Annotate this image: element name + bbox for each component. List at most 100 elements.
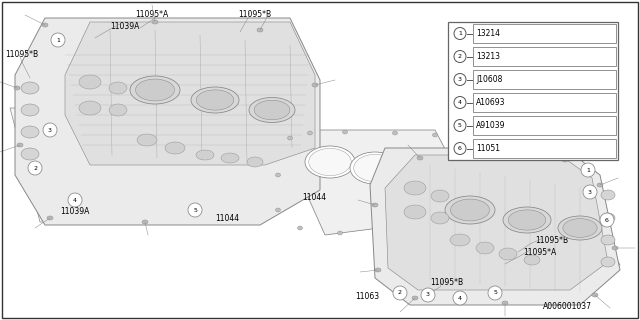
Ellipse shape <box>249 98 295 123</box>
Text: 5: 5 <box>458 123 462 128</box>
Ellipse shape <box>254 100 290 120</box>
Ellipse shape <box>601 235 615 245</box>
Ellipse shape <box>79 75 101 89</box>
Ellipse shape <box>21 148 39 160</box>
Polygon shape <box>400 175 620 298</box>
Ellipse shape <box>431 190 449 202</box>
Ellipse shape <box>191 87 239 113</box>
Ellipse shape <box>165 142 185 154</box>
Ellipse shape <box>476 242 494 254</box>
Text: 2: 2 <box>398 291 402 295</box>
Ellipse shape <box>307 131 312 135</box>
Bar <box>473 116 616 135</box>
Ellipse shape <box>612 246 618 250</box>
Ellipse shape <box>458 206 463 210</box>
Ellipse shape <box>503 207 551 233</box>
Ellipse shape <box>558 216 602 240</box>
Ellipse shape <box>257 28 263 32</box>
Text: 11044: 11044 <box>302 193 326 202</box>
Text: 2: 2 <box>33 165 37 171</box>
Ellipse shape <box>47 216 53 220</box>
Text: 11095*A: 11095*A <box>523 248 556 257</box>
Circle shape <box>421 288 435 302</box>
Ellipse shape <box>502 301 508 305</box>
Ellipse shape <box>417 156 423 160</box>
Ellipse shape <box>399 160 440 186</box>
Circle shape <box>454 142 466 155</box>
Circle shape <box>43 123 57 137</box>
Ellipse shape <box>507 150 513 154</box>
Circle shape <box>454 97 466 108</box>
Circle shape <box>581 163 595 177</box>
Ellipse shape <box>404 205 426 219</box>
Ellipse shape <box>465 183 470 187</box>
Circle shape <box>454 51 466 62</box>
Circle shape <box>488 286 502 300</box>
Ellipse shape <box>375 268 381 272</box>
Ellipse shape <box>21 126 39 138</box>
Ellipse shape <box>221 153 239 163</box>
Ellipse shape <box>392 230 397 234</box>
Text: A006001037: A006001037 <box>543 302 592 311</box>
Ellipse shape <box>342 130 348 134</box>
Polygon shape <box>10 108 225 222</box>
Text: 11095*B: 11095*B <box>535 236 568 245</box>
Text: A10693: A10693 <box>476 98 506 107</box>
Ellipse shape <box>42 23 48 27</box>
Text: 2: 2 <box>458 54 462 59</box>
Ellipse shape <box>298 226 303 230</box>
Ellipse shape <box>14 86 20 90</box>
Ellipse shape <box>431 212 449 224</box>
Ellipse shape <box>450 234 470 246</box>
Text: 6: 6 <box>458 146 462 151</box>
Ellipse shape <box>312 83 318 87</box>
Circle shape <box>583 185 597 199</box>
Text: 11039A: 11039A <box>60 207 90 216</box>
Ellipse shape <box>275 208 280 212</box>
Ellipse shape <box>305 146 355 178</box>
Text: 1: 1 <box>586 167 590 172</box>
Ellipse shape <box>287 136 292 140</box>
Ellipse shape <box>354 155 396 182</box>
Ellipse shape <box>130 76 180 104</box>
Ellipse shape <box>601 190 615 200</box>
Ellipse shape <box>17 143 23 147</box>
Circle shape <box>68 193 82 207</box>
Ellipse shape <box>404 181 426 195</box>
Text: 5: 5 <box>193 207 197 212</box>
Circle shape <box>453 291 467 305</box>
Circle shape <box>28 161 42 175</box>
Ellipse shape <box>196 150 214 160</box>
Circle shape <box>454 119 466 132</box>
Bar <box>473 93 616 112</box>
Ellipse shape <box>456 158 461 162</box>
Ellipse shape <box>562 158 568 162</box>
Text: 11095*B: 11095*B <box>430 278 463 287</box>
Bar <box>473 70 616 89</box>
Ellipse shape <box>438 223 442 227</box>
Text: J10608: J10608 <box>476 75 502 84</box>
Polygon shape <box>385 155 608 290</box>
Text: 3: 3 <box>48 127 52 132</box>
Ellipse shape <box>524 255 540 265</box>
Ellipse shape <box>433 133 438 137</box>
Circle shape <box>454 28 466 39</box>
Ellipse shape <box>109 104 127 116</box>
Text: 11095*B: 11095*B <box>5 50 38 59</box>
Text: 11063: 11063 <box>545 145 569 154</box>
Ellipse shape <box>142 220 148 224</box>
Polygon shape <box>65 22 315 165</box>
Ellipse shape <box>21 104 39 116</box>
Ellipse shape <box>412 296 418 300</box>
Ellipse shape <box>337 231 342 235</box>
Ellipse shape <box>152 20 158 24</box>
Ellipse shape <box>137 134 157 146</box>
Text: 11051: 11051 <box>476 144 500 153</box>
Ellipse shape <box>597 183 603 187</box>
Text: 11039A: 11039A <box>110 22 140 31</box>
Ellipse shape <box>508 210 546 230</box>
Polygon shape <box>278 130 480 235</box>
Text: 6: 6 <box>605 218 609 222</box>
Ellipse shape <box>136 79 175 101</box>
Polygon shape <box>370 148 620 305</box>
